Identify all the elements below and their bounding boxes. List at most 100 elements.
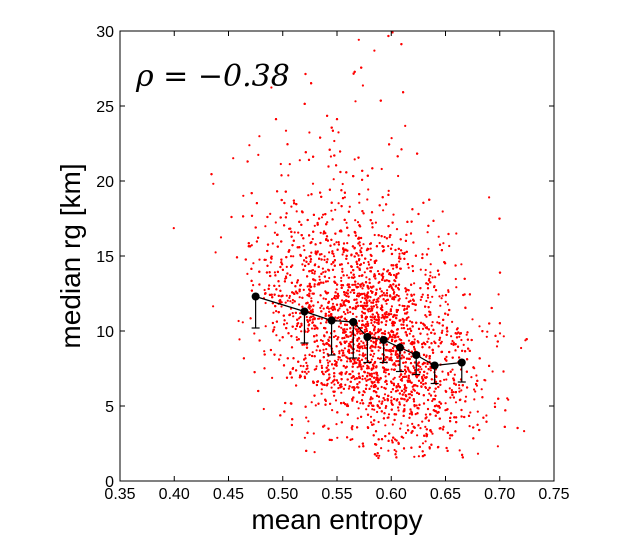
scatter-point — [390, 380, 393, 383]
scatter-point — [418, 445, 421, 448]
scatter-point — [353, 291, 356, 294]
scatter-point — [337, 358, 340, 361]
scatter-point — [320, 392, 323, 395]
scatter-point — [355, 349, 359, 352]
scatter-point — [387, 34, 390, 38]
scatter-point — [308, 270, 311, 273]
scatter-point — [413, 338, 416, 341]
scatter-point — [303, 436, 306, 439]
scatter-point — [333, 378, 336, 381]
scatter-point — [401, 393, 404, 396]
scatter-point — [291, 244, 294, 247]
scatter-point — [373, 49, 376, 52]
scatter-point — [395, 360, 398, 363]
scatter-point — [320, 388, 323, 391]
scatter-point — [391, 221, 394, 224]
scatter-point — [285, 276, 288, 279]
scatter-point — [376, 306, 379, 309]
scatter-point — [321, 339, 324, 343]
scatter-point — [328, 251, 331, 254]
scatter-point — [405, 307, 408, 310]
scatter-point — [258, 339, 261, 342]
scatter-point — [427, 247, 430, 250]
scatter-point — [333, 394, 336, 397]
scatter-point — [355, 286, 359, 289]
scatter-point — [450, 412, 453, 415]
scatter-point — [373, 333, 376, 336]
scatter-point — [394, 351, 397, 355]
scatter-point — [338, 372, 341, 375]
scatter-point — [476, 423, 479, 426]
scatter-point — [306, 275, 309, 278]
scatter-point — [426, 294, 429, 297]
scatter-point — [387, 413, 391, 416]
scatter-point — [410, 390, 413, 393]
scatter-point — [287, 174, 290, 177]
scatter-point — [310, 300, 313, 303]
scatter-point — [322, 425, 325, 428]
scatter-point — [370, 211, 374, 214]
scatter-point — [439, 380, 442, 383]
scatter-point — [410, 355, 413, 358]
scatter-point — [354, 307, 357, 310]
scatter-point — [496, 445, 499, 448]
scatter-point — [400, 249, 403, 252]
scatter-point — [304, 405, 307, 408]
scatter-point — [437, 273, 441, 276]
scatter-point — [330, 201, 333, 204]
scatter-point — [418, 403, 421, 406]
scatter-point — [497, 397, 500, 400]
scatter-point — [478, 325, 481, 328]
scatter-point — [330, 238, 333, 241]
scatter-point — [332, 390, 335, 393]
scatter-point — [319, 241, 322, 245]
scatter-point — [390, 264, 393, 267]
scatter-point — [172, 227, 175, 230]
scatter-point — [459, 332, 462, 335]
scatter-point — [419, 365, 422, 368]
scatter-point — [410, 329, 413, 332]
scatter-point — [442, 425, 445, 428]
scatter-point — [326, 359, 329, 362]
scatter-point — [340, 373, 343, 376]
scatter-point — [349, 438, 352, 441]
scatter-point — [268, 293, 271, 296]
scatter-point — [316, 251, 319, 254]
scatter-point — [485, 420, 488, 423]
scatter-point — [312, 292, 315, 295]
scatter-point — [283, 319, 286, 322]
scatter-point — [319, 136, 322, 139]
scatter-point — [428, 198, 431, 201]
scatter-point — [389, 247, 393, 250]
scatter-point — [340, 276, 343, 279]
scatter-point — [373, 275, 376, 278]
scatter-point — [358, 375, 361, 378]
scatter-point — [380, 167, 383, 171]
scatter-point — [351, 283, 354, 286]
scatter-point — [324, 298, 327, 301]
scatter-point — [441, 294, 444, 297]
scatter-point — [411, 208, 414, 211]
scatter-point — [429, 429, 432, 432]
scatter-point — [345, 340, 348, 343]
scatter-point — [264, 301, 267, 305]
scatter-point — [276, 190, 279, 193]
scatter-point — [426, 361, 429, 365]
scatter-point — [322, 351, 325, 354]
scatter-point — [295, 336, 298, 339]
scatter-point — [374, 385, 377, 388]
scatter-point — [252, 284, 255, 287]
scatter-point — [396, 155, 399, 158]
scatter-point — [310, 327, 314, 330]
scatter-point — [378, 241, 381, 245]
scatter-point — [376, 357, 380, 360]
scatter-point — [415, 404, 418, 407]
scatter-point — [377, 438, 380, 441]
scatter-point — [280, 261, 283, 264]
scatter-point — [361, 347, 364, 350]
scatter-point — [359, 300, 362, 303]
scatter-point — [422, 383, 425, 386]
scatter-point — [427, 388, 430, 391]
scatter-point — [273, 231, 276, 234]
scatter-point — [356, 344, 359, 347]
